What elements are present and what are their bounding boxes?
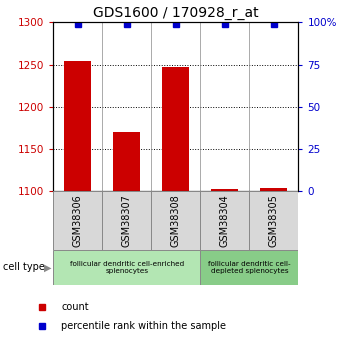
Title: GDS1600 / 170928_r_at: GDS1600 / 170928_r_at [93, 6, 259, 20]
Text: ▶: ▶ [44, 263, 51, 272]
Bar [151, 191, 200, 250]
Text: GSM38308: GSM38308 [171, 195, 181, 247]
Text: follicular dendritic cell-
depleted splenocytes: follicular dendritic cell- depleted sple… [208, 261, 291, 274]
Text: count: count [61, 302, 89, 312]
Text: GSM38307: GSM38307 [122, 194, 132, 247]
Text: cell type: cell type [3, 263, 45, 272]
Bar [200, 250, 298, 285]
Bar [260, 188, 287, 191]
Bar [113, 132, 140, 191]
Bar [211, 189, 238, 191]
Bar [53, 191, 102, 250]
Text: GSM38305: GSM38305 [269, 194, 279, 247]
Text: GSM38306: GSM38306 [73, 195, 83, 247]
Text: GSM38304: GSM38304 [220, 195, 230, 247]
Bar [53, 250, 200, 285]
Text: percentile rank within the sample: percentile rank within the sample [61, 321, 226, 331]
Text: follicular dendritic cell-enriched
splenocytes: follicular dendritic cell-enriched splen… [70, 261, 184, 274]
Bar [102, 191, 151, 250]
Bar [162, 67, 189, 191]
Bar [200, 191, 249, 250]
Bar [64, 61, 91, 191]
Bar [249, 191, 298, 250]
